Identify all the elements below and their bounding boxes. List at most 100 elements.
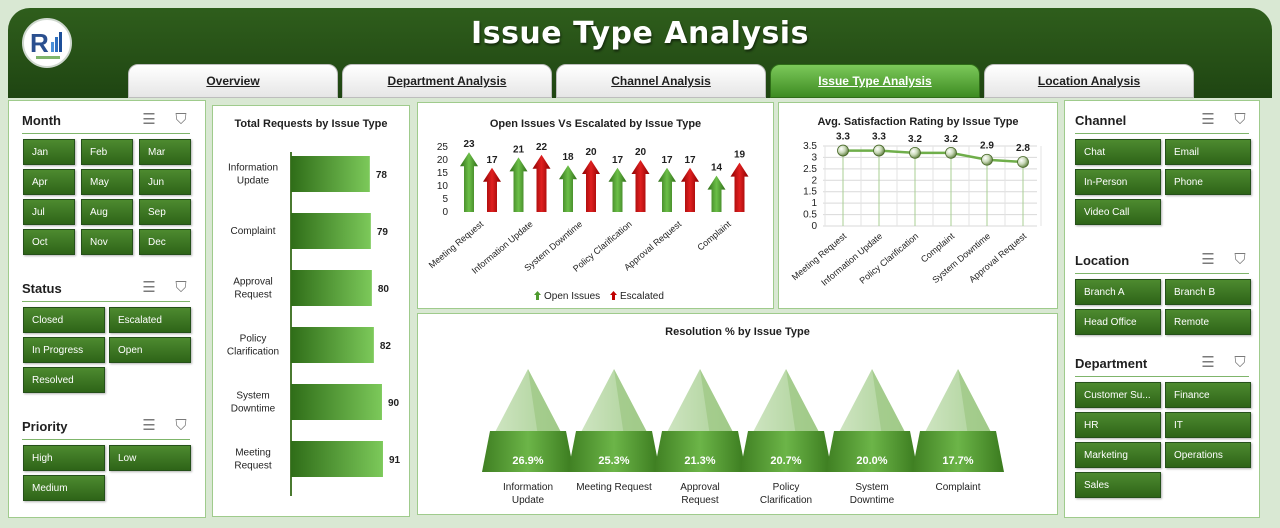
department-marketing-button[interactable]: Marketing [1075,442,1161,468]
company-logo: R [22,18,72,68]
priority-high-button[interactable]: High [23,445,105,471]
status-closed-button[interactable]: Closed [23,307,105,333]
category-label: Update [237,176,270,187]
channel-in-person-button[interactable]: In-Person [1075,169,1161,195]
category-label: Approval [233,277,272,288]
channel-chat-button[interactable]: Chat [1075,139,1161,165]
status-open-button[interactable]: Open [109,337,191,363]
arrow-bar [681,167,699,212]
department-hr-button[interactable]: HR [1075,412,1161,438]
data-label: 3.2 [944,134,958,145]
series-line [843,149,1024,164]
data-label: 3.3 [872,132,886,143]
tick-label: 2 [811,175,817,186]
category-label: Request [681,495,718,506]
category-label: Clarification [760,495,812,506]
bar [291,327,374,363]
location-head-office-button[interactable]: Head Office [1075,309,1161,335]
month-oct-button[interactable]: Oct [23,229,75,255]
location-branch-b-button[interactable]: Branch B [1165,279,1251,305]
month-jun-button[interactable]: Jun [139,169,191,195]
clear-filter-icon[interactable]: ⛉ [175,111,187,128]
status-resolved-button[interactable]: Resolved [23,367,105,393]
month-nov-button[interactable]: Nov [81,229,133,255]
page-title: Issue Type Analysis [471,16,809,51]
arrow-bar [658,167,676,212]
multi-select-icon[interactable]: ☰ [1201,111,1215,128]
clear-filter-icon[interactable]: ⛉ [1234,251,1246,268]
month-jan-button[interactable]: Jan [23,139,75,165]
clear-filter-icon[interactable]: ⛉ [1234,111,1246,128]
location-filter-title: Location [1075,253,1130,268]
tab-issue-type-analysis[interactable]: Issue Type Analysis [770,64,980,98]
tick-label: 2.5 [803,164,817,175]
pyramid-base [912,431,1004,472]
pyramid-base [482,431,574,472]
tab-location-analysis[interactable]: Location Analysis [984,64,1194,98]
channel-email-button[interactable]: Email [1165,139,1251,165]
arrow-bar [707,175,726,212]
total-requests-chart: 78 Information Update 79 Complaint 80 Approval… [227,152,401,496]
pyramid-base [654,431,746,472]
tab-overview[interactable]: Overview [128,64,338,98]
channel-phone-button[interactable]: Phone [1165,169,1251,195]
clear-filter-icon[interactable]: ⛉ [1234,354,1246,371]
month-apr-button[interactable]: Apr [23,169,75,195]
tick-label: 0.5 [803,210,817,221]
multi-select-icon[interactable]: ☰ [142,111,156,128]
bar [291,441,383,477]
arrow-bar [460,152,478,212]
category-label: Downtime [231,404,276,415]
data-label: 20 [585,147,597,158]
multi-select-icon[interactable]: ☰ [142,279,156,296]
category-label: Downtime [850,495,895,506]
chart-title: Total Requests by Issue Type [234,118,388,130]
department-customer-support-button[interactable]: Customer Su... [1075,382,1161,408]
tick-label: 25 [437,142,449,153]
tab-channel-analysis[interactable]: Channel Analysis [556,64,766,98]
priority-low-button[interactable]: Low [109,445,191,471]
clear-filter-icon[interactable]: ⛉ [175,417,187,434]
department-sales-button[interactable]: Sales [1075,472,1161,498]
channel-video-call-button[interactable]: Video Call [1075,199,1161,225]
pyramid-side [786,369,821,436]
location-branch-a-button[interactable]: Branch A [1075,279,1161,305]
data-label: 90 [388,398,400,409]
month-aug-button[interactable]: Aug [81,199,133,225]
month-dec-button[interactable]: Dec [139,229,191,255]
priority-medium-button[interactable]: Medium [23,475,105,501]
month-mar-button[interactable]: Mar [139,139,191,165]
multi-select-icon[interactable]: ☰ [1201,354,1215,371]
data-label: 20.0% [856,455,887,467]
data-label: 22 [536,142,548,153]
clear-filter-icon[interactable]: ⛉ [175,279,187,296]
tab-department-analysis[interactable]: Department Analysis [342,64,552,98]
multi-select-icon[interactable]: ☰ [1201,251,1215,268]
tick-label: 20 [437,155,449,166]
department-finance-button[interactable]: Finance [1165,382,1251,408]
month-sep-button[interactable]: Sep [139,199,191,225]
data-label: 14 [711,163,723,174]
legend-label: Open Issues [544,291,600,302]
location-remote-button[interactable]: Remote [1165,309,1251,335]
data-label: 17 [684,155,696,166]
department-operations-button[interactable]: Operations [1165,442,1251,468]
pyramid-base [826,431,918,472]
data-label: 80 [378,284,390,295]
status-in-progress-button[interactable]: In Progress [23,337,105,363]
status-escalated-button[interactable]: Escalated [109,307,191,333]
chart-title: Resolution % by Issue Type [665,326,810,338]
multi-select-icon[interactable]: ☰ [142,417,156,434]
month-jul-button[interactable]: Jul [23,199,75,225]
data-point [873,144,885,157]
data-label: 91 [389,455,401,466]
month-may-button[interactable]: May [81,169,133,195]
department-it-button[interactable]: IT [1165,412,1251,438]
arrow-bar [509,157,528,212]
tick-label: 1.5 [803,187,817,198]
category-label: Update [512,495,545,506]
data-label: 17.7% [942,455,973,467]
month-feb-button[interactable]: Feb [81,139,133,165]
